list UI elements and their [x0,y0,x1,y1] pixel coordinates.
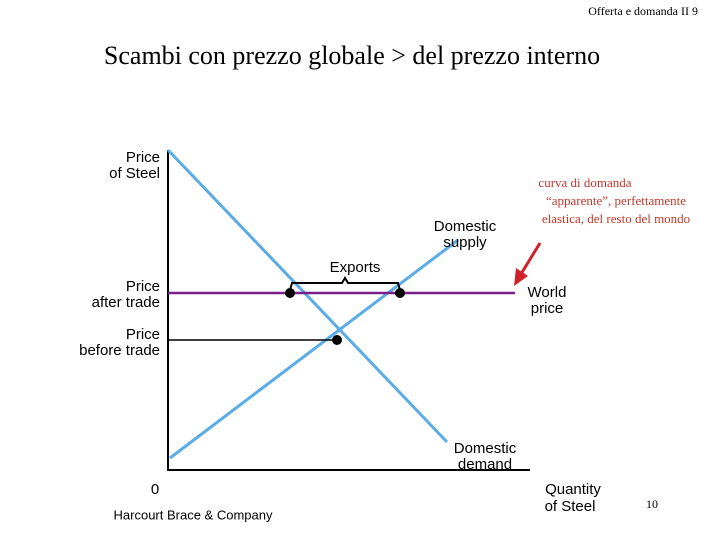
exports-label: Exports [330,259,381,276]
x-axis-label: of Steel [545,498,596,515]
supply-curve [169,238,459,460]
demand-label: Domestic [454,440,517,457]
point [285,288,295,298]
supply-label: supply [443,234,487,251]
price-before-label: before trade [79,342,160,359]
exports-bracket [289,276,401,291]
point [332,335,342,345]
supply-label: Domestic [434,218,497,235]
annotation-arrow [519,242,542,275]
demand-curve [166,148,449,444]
origin-label: 0 [151,481,159,498]
price-before-label: Price [126,326,160,343]
price-after-label: Price [126,278,160,295]
annotation: “apparente”, perfettamente [546,193,686,208]
world-price-label: World [528,284,567,301]
page-number: 10 [646,497,658,511]
annotation: elastica, del resto del mondo [542,211,690,226]
arrow-head [514,268,528,286]
price-after-label: after trade [92,294,160,311]
slide-label: Offerta e domanda II 9 [588,4,698,18]
slide-title: Scambi con prezzo globale > del prezzo i… [104,41,600,70]
y-axis-label: of Steel [109,165,160,182]
publisher: Harcourt Brace & Company [114,507,273,522]
y-axis-label: Price [126,149,160,166]
point [395,288,405,298]
annotation: curva di domanda [538,175,631,190]
x-axis-label: Quantity [545,481,601,498]
world-price-label: price [531,300,564,317]
demand-label: demand [458,456,512,473]
